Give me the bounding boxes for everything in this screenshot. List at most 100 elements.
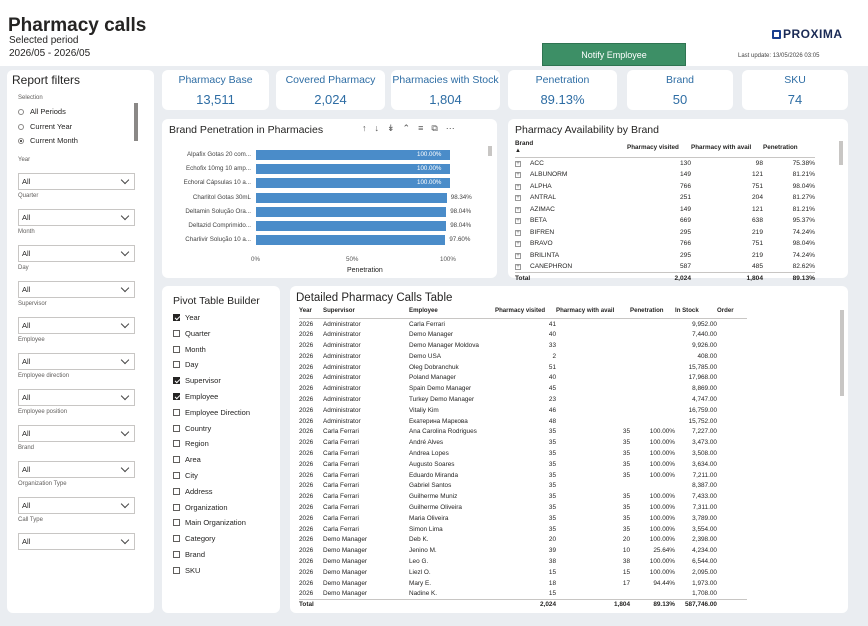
radio-current-month[interactable]: Current Month (18, 136, 78, 145)
table-row[interactable]: + ALBUNORM 149 121 81.21% (515, 169, 815, 181)
arrow-up-icon[interactable]: ↑ (362, 123, 367, 133)
pivot-option-month[interactable]: Month (173, 345, 206, 354)
table-row[interactable]: 2026 Administrator Turkey Demo Manager 23 4,… (299, 394, 747, 405)
penetration-bar[interactable] (256, 206, 447, 217)
column-header-pharmacy-with-avail[interactable]: Pharmacy with avail (556, 307, 630, 319)
column-header-supervisor[interactable]: Supervisor (323, 307, 409, 319)
day-filter-dropdown[interactable]: All (18, 281, 135, 298)
radio-current-year[interactable]: Current Year (18, 122, 72, 131)
checkbox-icon[interactable] (173, 566, 180, 574)
pivot-option-area[interactable]: Area (173, 455, 201, 464)
table-row[interactable]: 2026 Administrator Vitaliy Kim 46 16,759.00 (299, 405, 747, 416)
column-header-brand[interactable]: Brand ▲ (515, 140, 627, 158)
checkbox-icon[interactable] (173, 519, 180, 527)
table-row[interactable]: 2026 Administrator Demo Manager 40 7,440.00 (299, 329, 747, 340)
checkbox-checked-icon[interactable] (173, 393, 180, 400)
table-row[interactable]: 2026 Carla Ferrari Maria Oliveira 35 35 100.0… (299, 513, 747, 524)
employee-filter-dropdown[interactable]: All (18, 353, 135, 370)
pivot-option-employee-direction[interactable]: Employee Direction (173, 408, 250, 417)
table-row[interactable]: 2026 Demo Manager Nadine K. 15 1,708.00 (299, 588, 747, 599)
pivot-option-region[interactable]: Region (173, 439, 209, 448)
arrow-down-icon[interactable]: ↓ (374, 123, 380, 133)
expand-icon[interactable]: + (515, 252, 521, 259)
notify-employee-button[interactable]: Notify Employee (542, 43, 686, 66)
checkbox-checked-icon[interactable] (173, 377, 180, 385)
selection-scrollbar[interactable] (134, 103, 138, 141)
table-row[interactable]: + ALPHA 766 751 98.04% (515, 181, 815, 193)
penetration-bar[interactable] (256, 164, 450, 175)
penetration-bar[interactable] (256, 192, 447, 203)
column-header-employee[interactable]: Employee (409, 307, 495, 319)
table-row[interactable]: 2026 Carla Ferrari Gabriel Santos 35 8,387.0… (299, 480, 747, 491)
table-row[interactable]: + BRILINTA 295 219 74.24% (515, 250, 815, 262)
checkbox-icon[interactable] (173, 424, 180, 432)
table-row[interactable]: 2026 Carla Ferrari Guilherme Oliveira 35 35 1… (299, 502, 747, 513)
chart-scrollbar[interactable] (488, 146, 492, 156)
penetration-bar[interactable] (256, 178, 450, 189)
table-row[interactable]: 2026 Administrator Carla Ferrari 41 9,952.00 (299, 319, 747, 330)
column-header-in-stock[interactable]: In Stock (675, 307, 717, 319)
expand-icon[interactable]: + (515, 218, 521, 225)
table-row[interactable]: 2026 Carla Ferrari Augusto Soares 35 35 100.0… (299, 459, 747, 470)
table-row[interactable]: 2026 Administrator Екатерина Маркова 48 15,7… (299, 416, 747, 427)
table-row[interactable]: 2026 Administrator Demo Manager Moldova 33 9… (299, 340, 747, 351)
table-row[interactable]: + ANTRAL 251 204 81.27% (515, 192, 815, 204)
focus-mode-icon[interactable]: ⧉ (431, 123, 438, 133)
table-row[interactable]: + ACC 130 98 75.38% (515, 158, 815, 170)
call-type-filter-dropdown[interactable]: All (18, 533, 135, 550)
organization-type-filter-dropdown[interactable]: All (18, 497, 135, 514)
table-row[interactable]: 2026 Demo Manager Leo G. 38 38 100.00% 6,544.0… (299, 556, 747, 567)
pivot-option-address[interactable]: Address (173, 487, 213, 496)
pivot-option-organization[interactable]: Organization (173, 503, 228, 512)
table-row[interactable]: 2026 Carla Ferrari Simon Lima 35 35 100.00% 3,… (299, 524, 747, 535)
column-header-year[interactable]: Year (299, 307, 323, 319)
table-row[interactable]: + AZIMAC 149 121 81.21% (515, 204, 815, 216)
year-filter-dropdown[interactable]: All (18, 173, 135, 190)
expand-icon[interactable]: + (515, 161, 521, 167)
double-arrow-down-icon[interactable]: ↡ (387, 123, 395, 133)
expand-icon[interactable]: + (515, 172, 521, 179)
table-scrollbar[interactable] (839, 141, 843, 165)
pivot-option-brand[interactable]: Brand (173, 550, 205, 559)
month-filter-dropdown[interactable]: All (18, 245, 135, 262)
supervisor-filter-dropdown[interactable]: All (18, 317, 135, 334)
table-row[interactable]: 2026 Carla Ferrari Ana Carolina Rodrigues 3… (299, 426, 747, 437)
checkbox-icon[interactable] (173, 361, 180, 369)
pivot-option-year[interactable]: Year (173, 313, 200, 322)
table-row[interactable]: + BETA 669 638 95.37% (515, 215, 815, 227)
checkbox-icon[interactable] (173, 487, 180, 495)
expand-icon[interactable]: + (515, 241, 521, 248)
table-row[interactable]: 2026 Demo Manager Liezl O. 15 15 100.00% 2,095… (299, 567, 747, 578)
checkbox-icon[interactable] (173, 535, 180, 543)
penetration-bar[interactable] (256, 235, 446, 246)
employee-position-filter-dropdown[interactable]: All (18, 425, 135, 442)
checkbox-icon[interactable] (173, 440, 180, 448)
more-options-icon[interactable]: ⋯ (445, 123, 455, 133)
table-row[interactable]: 2026 Demo Manager Deb K. 20 20 100.00% 2,398.0… (299, 534, 747, 545)
pivot-option-category[interactable]: Category (173, 534, 215, 543)
pivot-option-country[interactable]: Country (173, 424, 211, 433)
checkbox-icon[interactable] (173, 329, 180, 337)
table-row[interactable]: 2026 Carla Ferrari Guilherme Muniz 35 35 100.… (299, 491, 747, 502)
table-row[interactable]: 2026 Carla Ferrari Eduardo Miranda 35 35 100.… (299, 470, 747, 481)
pivot-option-supervisor[interactable]: Supervisor (173, 376, 221, 385)
column-header-pharmacy-visited[interactable]: Pharmacy visited (627, 140, 691, 158)
pivot-option-employee[interactable]: Employee (173, 392, 218, 401)
pivot-option-main-organization[interactable]: Main Organization (173, 518, 246, 527)
penetration-bar[interactable] (256, 150, 450, 160)
checkbox-icon[interactable] (173, 456, 180, 464)
expand-icon[interactable]: + (515, 206, 521, 213)
column-header-pharmacy-visited[interactable]: Pharmacy visited (495, 307, 556, 319)
checkbox-icon[interactable] (173, 345, 180, 353)
table-row[interactable]: 2026 Demo Manager Jenino M. 39 10 25.64% 4,234… (299, 545, 747, 556)
employee-direction-filter-dropdown[interactable]: All (18, 389, 135, 406)
expand-icon[interactable]: + (515, 183, 521, 190)
filter-icon[interactable]: ≡ (418, 123, 424, 133)
pivot-option-day[interactable]: Day (173, 360, 198, 369)
table-row[interactable]: 2026 Administrator Demo USA 2 408.00 (299, 351, 747, 362)
table-row[interactable]: 2026 Carla Ferrari André Alves 35 35 100.00% 3… (299, 437, 747, 448)
quarter-filter-dropdown[interactable]: All (18, 209, 135, 226)
pivot-option-sku[interactable]: SKU (173, 566, 200, 575)
expand-icon[interactable]: + (515, 195, 521, 202)
brand-filter-dropdown[interactable]: All (18, 461, 135, 478)
